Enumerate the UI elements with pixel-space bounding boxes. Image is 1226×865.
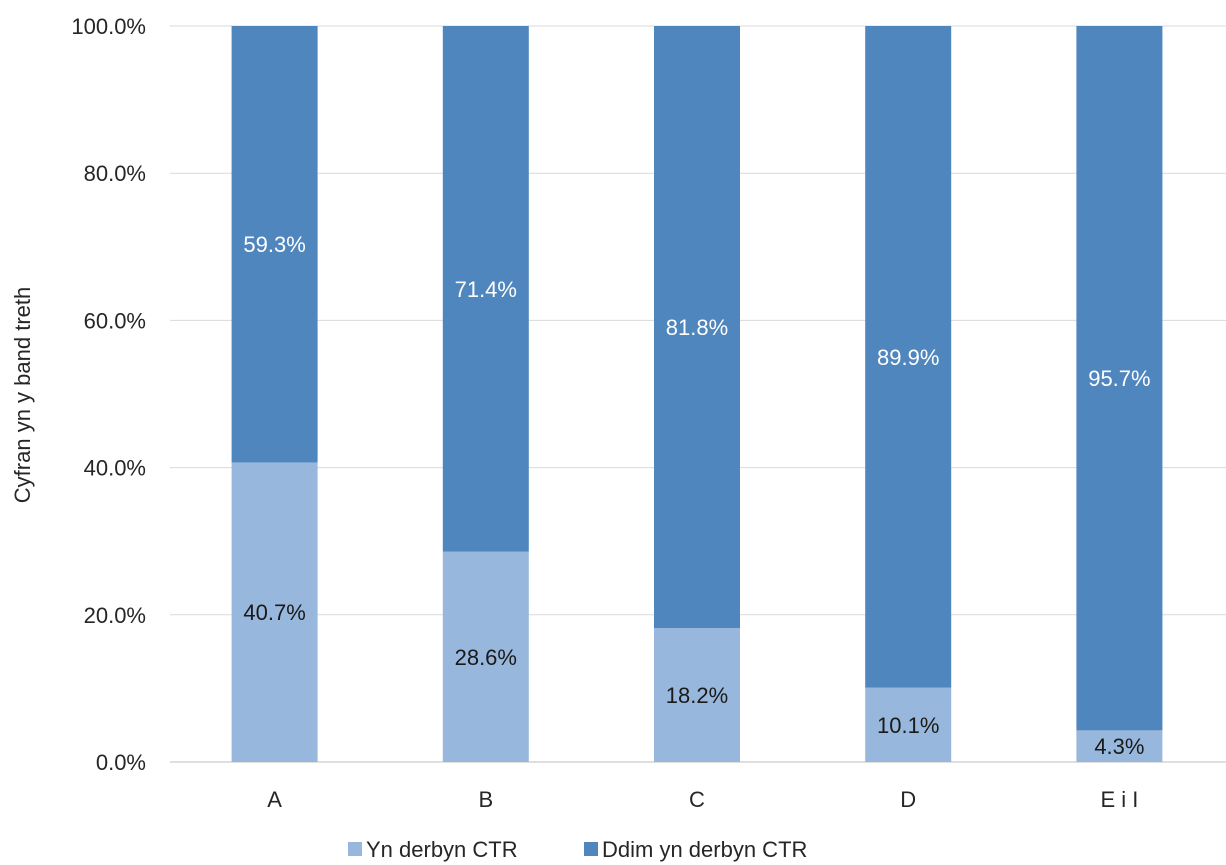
y-tick-label: 20.0%	[84, 603, 146, 628]
x-tick-label: A	[267, 787, 282, 812]
x-tick-label: E i I	[1100, 787, 1138, 812]
bar-segment	[654, 26, 740, 629]
bar-segment	[231, 26, 318, 463]
y-tick-label: 60.0%	[84, 308, 146, 333]
legend-label: Yn derbyn CTR	[366, 837, 518, 862]
y-tick-label: 0.0%	[96, 750, 146, 775]
data-label: 59.3%	[243, 232, 305, 257]
bar-segment	[1076, 730, 1163, 762]
legend-label: Ddim yn derbyn CTR	[602, 837, 807, 862]
y-tick-label: 80.0%	[84, 161, 146, 186]
data-label: 81.8%	[666, 315, 728, 340]
bar-segment	[1076, 26, 1163, 731]
data-label: 28.6%	[455, 645, 517, 670]
bar-segment	[865, 26, 952, 688]
legend: Yn derbyn CTR Ddim yn derbyn CTR	[348, 837, 807, 862]
data-label: 89.9%	[877, 345, 939, 370]
data-label: 95.7%	[1088, 366, 1150, 391]
data-label: 18.2%	[666, 683, 728, 708]
y-axis-ticks: 0.0% 20.0% 40.0% 60.0% 80.0% 100.0%	[71, 14, 146, 775]
bar-segment	[865, 687, 952, 762]
data-label: 40.7%	[243, 600, 305, 625]
data-labels: 40.7% 59.3% 28.6% 71.4% 18.2% 81.8% 10.1% 89.9%…	[243, 232, 1150, 759]
legend-swatch	[584, 842, 598, 856]
bars	[231, 26, 1163, 762]
x-tick-label: D	[900, 787, 916, 812]
data-label: 10.1%	[877, 713, 939, 738]
bar-segment	[442, 551, 529, 762]
data-label: 71.4%	[455, 277, 517, 302]
bar-segment	[231, 462, 318, 762]
y-tick-label: 40.0%	[84, 456, 146, 481]
x-tick-label: B	[478, 787, 493, 812]
bar-segment	[654, 628, 740, 762]
y-tick-label: 100.0%	[71, 14, 146, 39]
bar-segment	[442, 26, 529, 552]
data-label: 4.3%	[1094, 734, 1144, 759]
x-tick-label: C	[689, 787, 705, 812]
legend-swatch	[348, 842, 362, 856]
y-axis-title: Cyfran yn y band treth	[10, 287, 35, 503]
